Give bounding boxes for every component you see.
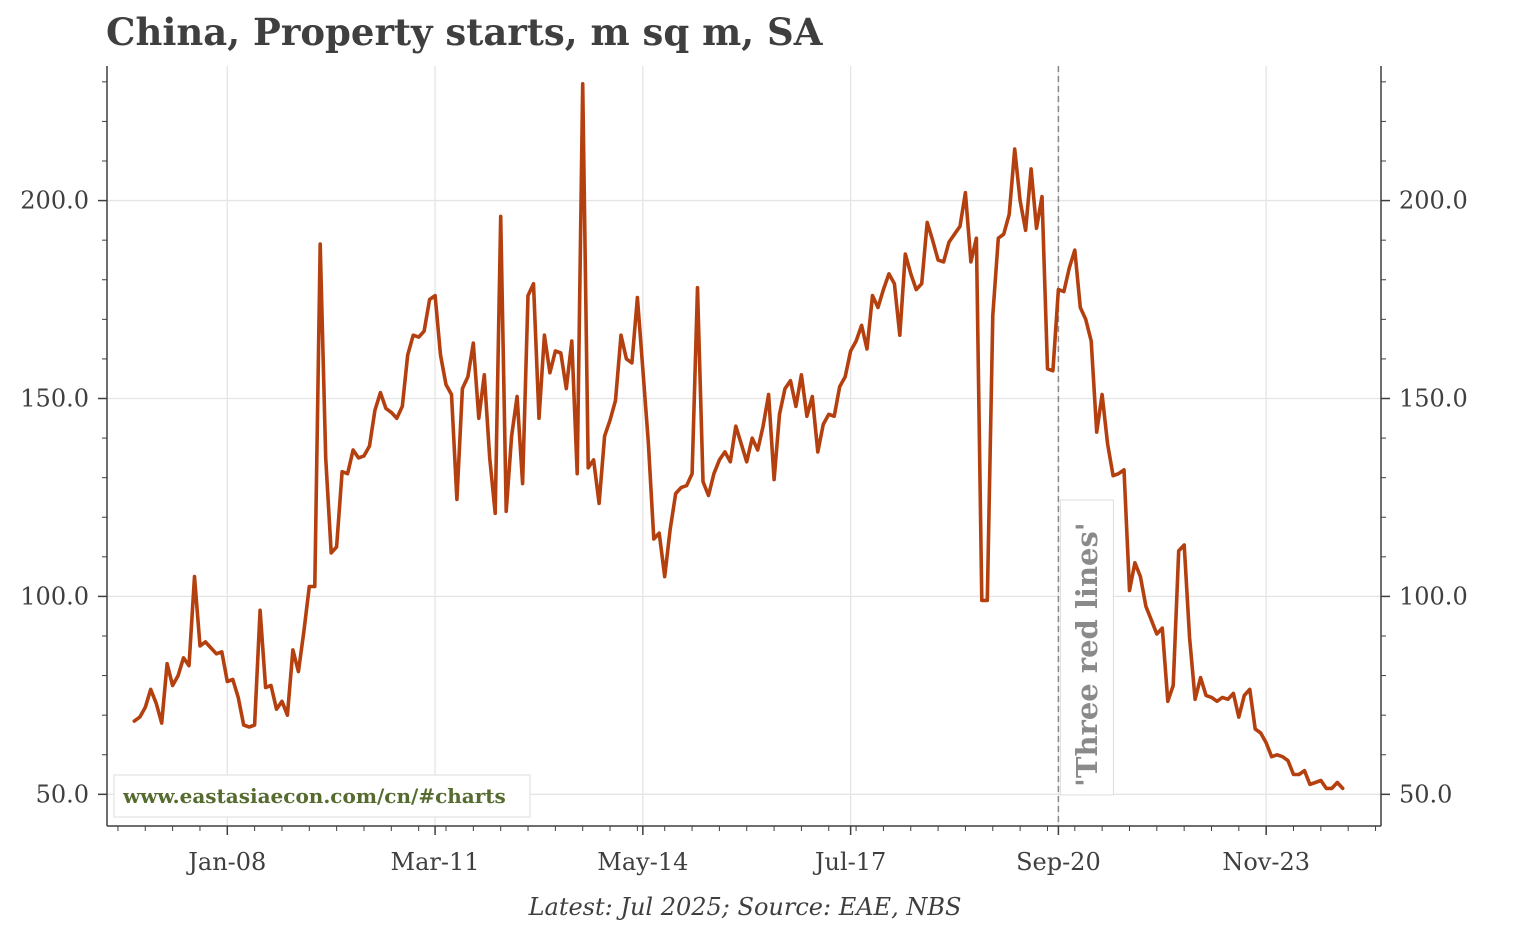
series	[132, 82, 1345, 791]
y-tick-label-left: 100.0	[20, 582, 89, 610]
y-tick-label-right: 50.0	[1399, 780, 1452, 808]
x-tick-label: May-14	[597, 848, 688, 876]
annotation-label: 'Three red lines'	[1070, 522, 1104, 787]
watermark-box	[113, 774, 531, 818]
x-tick-label: Jan-08	[185, 848, 266, 876]
series-line	[132, 82, 1345, 791]
y-tick-label-right: 100.0	[1399, 582, 1468, 610]
x-tick-label: Sep-20	[1016, 848, 1101, 876]
y-tick-label-right: 200.0	[1399, 187, 1468, 215]
gridlines	[107, 66, 1381, 826]
x-tick-label: Nov-23	[1222, 848, 1310, 876]
watermark-text: www.eastasiaecon.com/cn/#charts	[122, 784, 506, 808]
y-tick-label-left: 200.0	[20, 187, 89, 215]
watermark: www.eastasiaecon.com/cn/#charts	[113, 774, 531, 818]
source-note: Latest: Jul 2025; Source: EAE, NBS	[528, 893, 962, 921]
axes: 50.0 50.0 100.0 100.0 150.0 150.0 200.0 200.0 Ja…	[20, 66, 1468, 876]
annotation: 'Three red lines'	[1057, 66, 1114, 826]
x-tick-label: Jul-17	[812, 848, 886, 876]
annotation-box	[1059, 499, 1114, 796]
chart-title: China, Property starts, m sq m, SA	[106, 10, 823, 54]
y-tick-label-left: 50.0	[36, 780, 89, 808]
y-tick-label-left: 150.0	[20, 385, 89, 413]
x-tick-label: Mar-11	[391, 848, 480, 876]
y-tick-label-right: 150.0	[1399, 385, 1468, 413]
